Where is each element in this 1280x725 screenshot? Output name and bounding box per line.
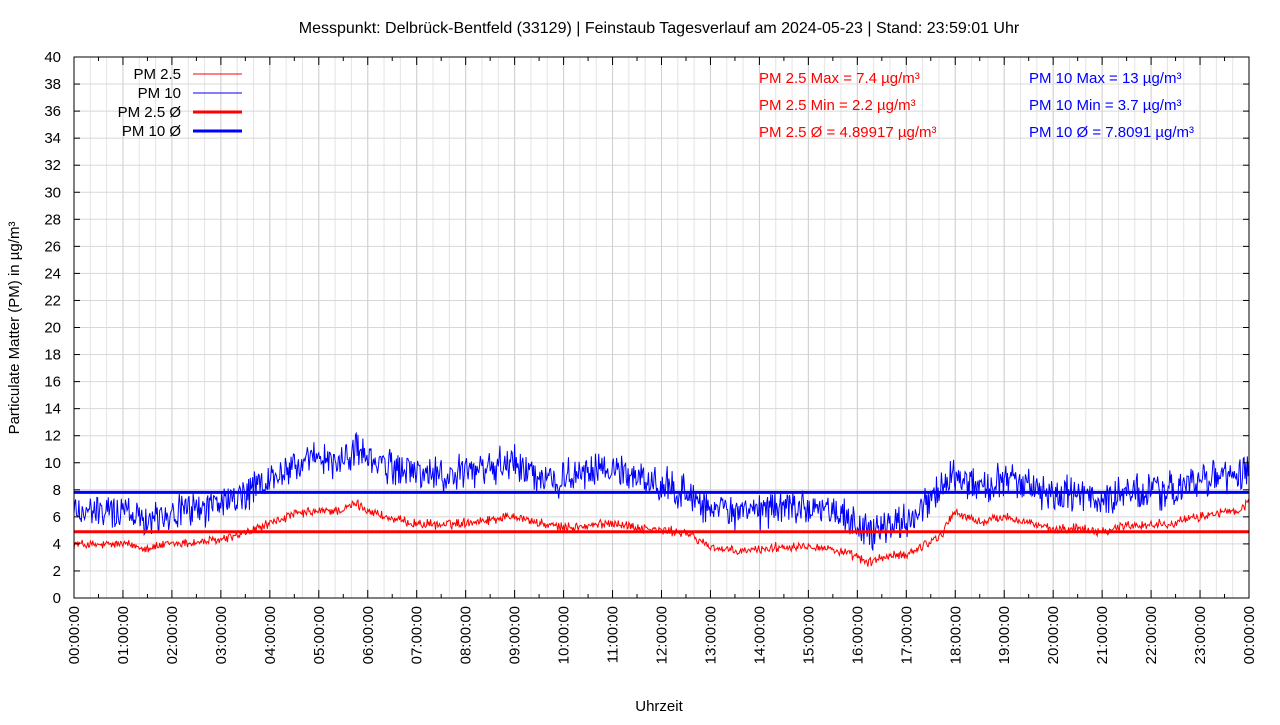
chart-title: Messpunkt: Delbrück-Bentfeld (33129) | F… xyxy=(299,20,1020,37)
y-axis-label: Particulate Matter (PM) in µg/m³ xyxy=(6,222,23,435)
x-tick-label: 07:00:00 xyxy=(409,606,426,664)
x-tick-label: 11:00:00 xyxy=(605,606,622,663)
x-axis-label: Uhrzeit xyxy=(635,698,683,715)
y-tick-label: 20 xyxy=(44,320,61,337)
y-tick-label: 30 xyxy=(44,184,61,201)
x-tick-label: 09:00:00 xyxy=(507,606,524,664)
x-tick-label: 21:00:00 xyxy=(1094,606,1111,664)
y-tick-label: 40 xyxy=(44,49,61,66)
legend-label: PM 2.5 xyxy=(133,66,181,83)
x-tick-label: 14:00:00 xyxy=(751,606,768,664)
legend-label: PM 2.5 Ø xyxy=(118,104,182,121)
legend-label: PM 10 xyxy=(138,85,181,102)
x-tick-label: 16:00:00 xyxy=(849,606,866,664)
x-tick-label: 17:00:00 xyxy=(898,606,915,664)
x-tick-label: 04:00:00 xyxy=(262,606,279,664)
y-tick-label: 32 xyxy=(44,157,61,174)
y-tick-label: 0 xyxy=(53,590,61,607)
y-tick-label: 8 xyxy=(53,482,61,499)
y-tick-label: 28 xyxy=(44,211,61,228)
x-tick-label: 01:00:00 xyxy=(115,606,132,664)
x-tick-label: 08:00:00 xyxy=(458,606,475,664)
y-tick-label: 16 xyxy=(44,374,61,391)
legend-item-pm25-avg: PM 2.5 Ø xyxy=(118,104,242,121)
x-tick-label: 02:00:00 xyxy=(164,606,181,664)
legend-label: PM 10 Ø xyxy=(122,123,182,140)
stat-pm10-min: PM 10 Min = 3.7 µg/m³ xyxy=(1029,97,1181,114)
x-tick-label: 22:00:00 xyxy=(1143,606,1160,664)
stats-pm10: PM 10 Max = 13 µg/m³ PM 10 Min = 3.7 µg/… xyxy=(1029,70,1194,141)
x-tick-label: 00:00:00 xyxy=(1241,606,1258,664)
y-tick-label: 38 xyxy=(44,76,61,93)
y-tick-label: 18 xyxy=(44,347,61,364)
legend-item-pm10-avg: PM 10 Ø xyxy=(122,123,242,140)
x-tick-label: 18:00:00 xyxy=(947,606,964,664)
y-tick-label: 12 xyxy=(44,428,61,445)
x-tick-label: 12:00:00 xyxy=(654,606,671,664)
data-series xyxy=(73,431,1250,567)
stat-pm25-avg: PM 2.5 Ø = 4.89917 µg/m³ xyxy=(759,124,936,141)
y-tick-label: 24 xyxy=(44,265,61,282)
x-tick-label: 10:00:00 xyxy=(556,606,573,664)
x-tick-label: 05:00:00 xyxy=(311,606,328,664)
x-tick-label: 19:00:00 xyxy=(996,606,1013,664)
legend-item-pm25: PM 2.5 xyxy=(133,66,242,83)
legend: PM 2.5 PM 10 PM 2.5 Ø PM 10 Ø xyxy=(118,66,242,140)
legend-item-pm10: PM 10 xyxy=(138,85,242,102)
stat-pm10-avg: PM 10 Ø = 7.8091 µg/m³ xyxy=(1029,124,1194,141)
y-tick-label: 10 xyxy=(44,455,61,472)
y-tick-label: 14 xyxy=(44,401,61,418)
y-tick-label: 36 xyxy=(44,103,61,120)
y-tick-label: 34 xyxy=(44,130,61,147)
series-line-pm10 xyxy=(73,431,1250,551)
stat-pm25-max: PM 2.5 Max = 7.4 µg/m³ xyxy=(759,70,920,87)
axis-ticks: 024681012141618202224262830323436384000:… xyxy=(44,49,1258,664)
y-tick-label: 22 xyxy=(44,292,61,309)
y-tick-label: 2 xyxy=(53,563,61,580)
stat-pm10-max: PM 10 Max = 13 µg/m³ xyxy=(1029,70,1181,87)
y-tick-label: 4 xyxy=(53,536,61,553)
x-tick-label: 06:00:00 xyxy=(360,606,377,664)
series-line-pm25 xyxy=(73,498,1250,567)
stat-pm25-min: PM 2.5 Min = 2.2 µg/m³ xyxy=(759,97,916,114)
x-tick-label: 03:00:00 xyxy=(213,606,230,664)
x-tick-label: 00:00:00 xyxy=(66,606,83,664)
y-tick-label: 6 xyxy=(53,509,61,526)
stats-pm25: PM 2.5 Max = 7.4 µg/m³ PM 2.5 Min = 2.2 … xyxy=(759,70,936,141)
y-tick-label: 26 xyxy=(44,238,61,255)
x-tick-label: 20:00:00 xyxy=(1045,606,1062,664)
x-tick-label: 13:00:00 xyxy=(702,606,719,664)
x-tick-label: 15:00:00 xyxy=(800,606,817,664)
x-tick-label: 23:00:00 xyxy=(1192,606,1209,664)
